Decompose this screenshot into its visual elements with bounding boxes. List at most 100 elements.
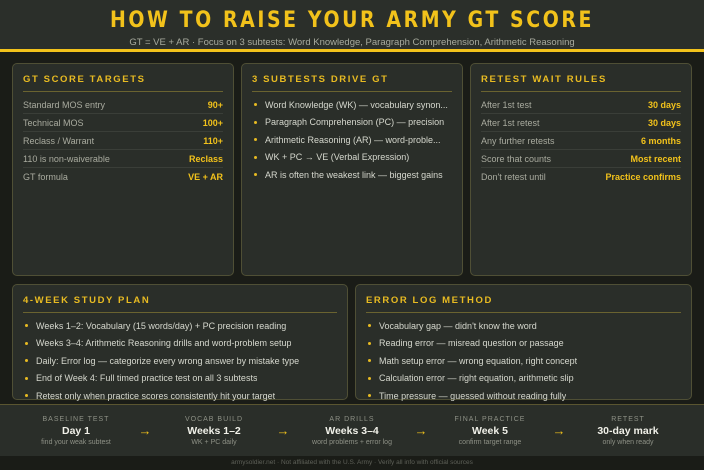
kv-value: 30 days (647, 117, 681, 128)
step-sub: WK + PC daily (191, 438, 237, 446)
card-title: ERROR LOG METHOD (366, 295, 681, 313)
kv-label: After 1st retest (481, 117, 540, 128)
card-title: 3 SUBTESTS DRIVE GT (252, 74, 452, 92)
page-title: HOW TO RAISE YOUR ARMY GT SCORE (109, 8, 595, 33)
timeline-step: AR DRILLS Weeks 3–4 word problems + erro… (300, 416, 404, 446)
footer-disclaimer: armysoldier.net · Not affiliated with th… (231, 459, 473, 466)
kv-row: Technical MOS 100+ (23, 114, 223, 132)
kv-label: GT formula (23, 172, 68, 182)
gt-targets-card: GT SCORE TARGETS Standard MOS entry 90+ … (12, 63, 234, 276)
step-sub: find your weak subtest (41, 438, 111, 446)
kv-row: 110 is non-waiverable Reclass (23, 150, 223, 168)
list-item: Weeks 3–4: Arithmetic Reasoning drills a… (23, 335, 337, 353)
step-sub: word problems + error log (312, 438, 392, 446)
step-value: Weeks 3–4 (325, 424, 379, 437)
arrow-right-icon: → (138, 423, 152, 438)
bullet-icon (368, 376, 371, 380)
page-header: HOW TO RAISE YOUR ARMY GT SCORE GT = VE … (0, 0, 704, 52)
step-value: 30-day mark (597, 424, 659, 437)
bullet-icon (25, 394, 28, 398)
kv-value: Reclass (188, 153, 223, 164)
kv-row: Score that counts Most recent (481, 150, 681, 168)
kv-label: 110 is non-waiverable (23, 153, 110, 164)
gt-targets-list: Standard MOS entry 90+ Technical MOS 100… (23, 96, 223, 186)
kv-value: Most recent (630, 153, 681, 164)
page-subtitle: GT = VE + AR · Focus on 3 subtests: Word… (129, 37, 575, 48)
list-item: Paragraph Comprehension (PC) — precision (252, 114, 452, 132)
bullet-icon (254, 103, 257, 107)
list-item: Retest only when practice scores consist… (23, 387, 337, 405)
step-label: AR DRILLS (329, 415, 375, 423)
list-item: Daily: Error log — categorize every wron… (23, 352, 337, 370)
bullet-icon (368, 324, 371, 328)
bullet-icon (368, 359, 371, 363)
timeline-step: BASELINE TEST Day 1 find your weak subte… (24, 416, 128, 446)
bullet-icon (254, 155, 257, 159)
step-label: BASELINE TEST (42, 415, 110, 423)
bullet-icon (25, 376, 28, 380)
list-item: Weeks 1–2: Vocabulary (15 words/day) + P… (23, 317, 337, 335)
kv-row: Don't retest until Practice confirms (481, 168, 681, 186)
step-sub: only when ready (602, 438, 654, 446)
bullet-icon (25, 324, 28, 328)
arrow-right-icon: → (552, 423, 566, 438)
kv-row: After 1st retest 30 days (481, 114, 681, 132)
kv-label: Don't retest until (481, 172, 546, 182)
kv-label: Standard MOS entry (23, 99, 106, 110)
card-title: 4-WEEK STUDY PLAN (23, 295, 337, 313)
study-plan-card: 4-WEEK STUDY PLAN Weeks 1–2: Vocabulary … (12, 284, 348, 401)
retest-rules-card: RETEST WAIT RULES After 1st test 30 days… (470, 63, 692, 276)
kv-value: 90+ (207, 99, 223, 110)
kv-label: Reclass / Warrant (23, 135, 95, 146)
error-log-card: ERROR LOG METHOD Vocabulary gap — didn't… (355, 284, 692, 401)
step-sub: confirm target range (458, 438, 522, 446)
error-log-list: Vocabulary gap — didn't know the word Re… (366, 317, 681, 405)
list-item: Reading error — misread question or pass… (366, 335, 681, 353)
bullet-icon (254, 120, 257, 124)
step-value: Weeks 1–2 (187, 424, 241, 437)
timeline-step: FINAL PRACTICE Week 5 confirm target ran… (438, 416, 542, 446)
kv-row: GT formula VE + AR (23, 168, 223, 186)
arrow-right-icon: → (276, 423, 290, 438)
kv-value: VE + AR (188, 172, 223, 182)
timeline-step: RETEST 30-day mark only when ready (576, 416, 680, 446)
bullet-icon (254, 138, 257, 142)
step-label: VOCAB BUILD (184, 415, 244, 423)
retest-rules-list: After 1st test 30 days After 1st retest … (481, 96, 681, 186)
bullet-icon (368, 341, 371, 345)
card-title: GT SCORE TARGETS (23, 74, 223, 92)
study-timeline: BASELINE TEST Day 1 find your weak subte… (0, 404, 704, 456)
step-label: RETEST (611, 415, 645, 423)
kv-value: Practice confirms (605, 172, 681, 182)
kv-row: Reclass / Warrant 110+ (23, 132, 223, 150)
kv-row: Standard MOS entry 90+ (23, 96, 223, 114)
kv-row: Any further retests 6 months (481, 132, 681, 150)
card-title: RETEST WAIT RULES (481, 74, 681, 92)
list-item: End of Week 4: Full timed practice test … (23, 370, 337, 388)
list-item: Time pressure — guessed without reading … (366, 387, 681, 405)
kv-label: Technical MOS (23, 117, 84, 128)
kv-label: After 1st test (481, 99, 532, 110)
kv-value: 6 months (640, 135, 681, 146)
kv-value: 100+ (202, 117, 223, 128)
subtests-list: Word Knowledge (WK) — vocabulary synon..… (252, 96, 452, 184)
list-item: WK + PC → VE (Verbal Expression) (252, 149, 452, 167)
step-value: Day 1 (61, 424, 91, 437)
subtests-card: 3 SUBTESTS DRIVE GT Word Knowledge (WK) … (241, 63, 463, 276)
bullet-icon (25, 359, 28, 363)
bullet-icon (254, 173, 257, 177)
list-item: Arithmetic Reasoning (AR) — word-proble.… (252, 131, 452, 149)
kv-label: Score that counts (481, 153, 552, 164)
kv-value: 110+ (203, 135, 223, 146)
study-plan-list: Weeks 1–2: Vocabulary (15 words/day) + P… (23, 317, 337, 405)
bullet-icon (368, 394, 371, 398)
bullet-icon (25, 341, 28, 345)
list-item: Math setup error — wrong equation, right… (366, 352, 681, 370)
step-label: FINAL PRACTICE (454, 415, 526, 423)
list-item: Calculation error — right equation, arit… (366, 370, 681, 388)
kv-row: After 1st test 30 days (481, 96, 681, 114)
list-item: Vocabulary gap — didn't know the word (366, 317, 681, 335)
list-item: Word Knowledge (WK) — vocabulary synon..… (252, 96, 452, 114)
list-item: AR is often the weakest link — biggest g… (252, 166, 452, 184)
step-value: Week 5 (472, 424, 508, 437)
